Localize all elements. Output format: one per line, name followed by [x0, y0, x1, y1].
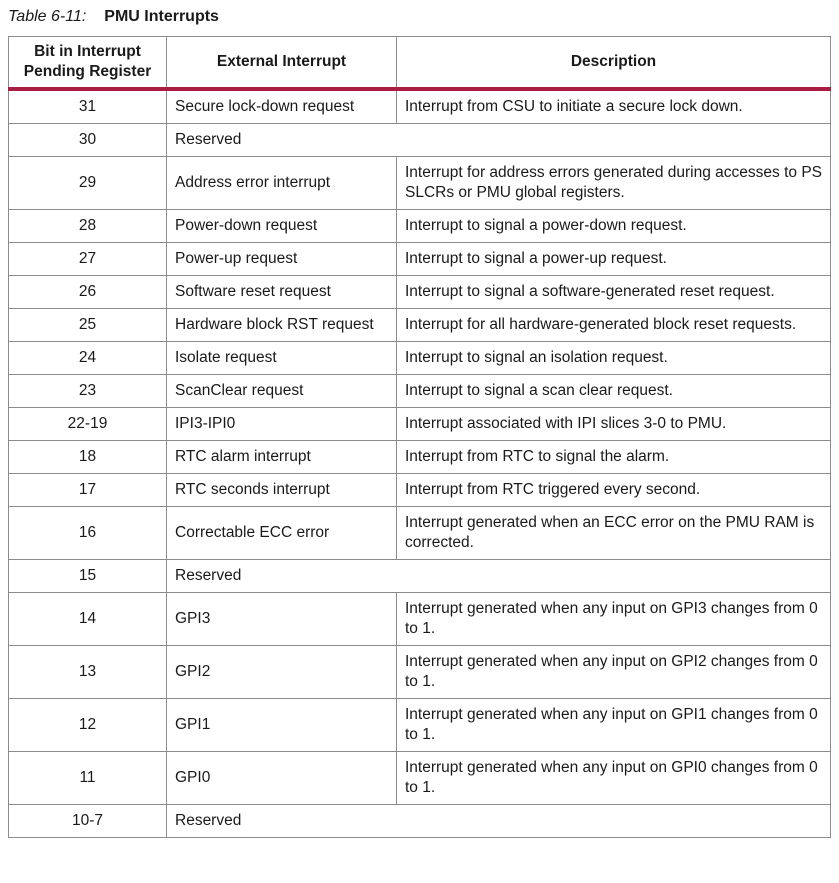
table-header: Bit in Interrupt Pending Register Extern…: [8, 36, 831, 91]
table-row: 31 Secure lock-down request Interrupt from…: [8, 88, 831, 124]
cell-external-interrupt: Isolate request: [166, 341, 397, 375]
cell-description: Interrupt generated when any input on GP…: [396, 592, 831, 646]
table-row: 30 Reserved: [8, 123, 831, 157]
table-row: 11 GPI0 Interrupt generated when any input…: [8, 751, 831, 805]
cell-external-interrupt: Reserved: [166, 123, 831, 157]
table-row: 16 Correctable ECC error Interrupt generat…: [8, 506, 831, 560]
cell-external-interrupt: IPI3-IPI0: [166, 407, 397, 441]
cell-description: Interrupt generated when any input on GP…: [396, 645, 831, 699]
cell-description: Interrupt associated with IPI slices 3-0…: [396, 407, 831, 441]
cell-bit: 14: [8, 592, 167, 646]
table-caption-title: PMU Interrupts: [104, 8, 219, 25]
table-row: 13 GPI2 Interrupt generated when any input…: [8, 645, 831, 699]
cell-bit: 11: [8, 751, 167, 805]
cell-external-interrupt: Secure lock-down request: [166, 88, 397, 124]
cell-description: Interrupt from RTC to signal the alarm.: [396, 440, 831, 474]
table-row: 22-19 IPI3-IPI0 Interrupt associated with …: [8, 407, 831, 441]
cell-description: Interrupt for all hardware-generated blo…: [396, 308, 831, 342]
cell-bit: 18: [8, 440, 167, 474]
pmu-interrupts-table: Bit in Interrupt Pending Register Extern…: [8, 36, 831, 838]
table-row: 23 ScanClear request Interrupt to signal a…: [8, 374, 831, 408]
table-row: 29 Address error interrupt Interrupt for a…: [8, 156, 831, 210]
cell-description: Interrupt generated when an ECC error on…: [396, 506, 831, 560]
cell-description: Interrupt from CSU to initiate a secure …: [396, 88, 831, 124]
cell-bit: 26: [8, 275, 167, 309]
cell-external-interrupt: Address error interrupt: [166, 156, 397, 210]
cell-description: Interrupt to signal a power-down request…: [396, 209, 831, 243]
cell-description: Interrupt to signal a software-generated…: [396, 275, 831, 309]
cell-bit: 27: [8, 242, 167, 276]
cell-bit: 15: [8, 559, 167, 593]
table-row: 27 Power-up request Interrupt to signal a …: [8, 242, 831, 276]
cell-bit: 16: [8, 506, 167, 560]
cell-bit: 24: [8, 341, 167, 375]
table-row: 12 GPI1 Interrupt generated when any input…: [8, 698, 831, 752]
cell-bit: 31: [8, 88, 167, 124]
cell-external-interrupt: Hardware block RST request: [166, 308, 397, 342]
cell-description: Interrupt to signal a scan clear request…: [396, 374, 831, 408]
table-body: 31 Secure lock-down request Interrupt from…: [8, 88, 831, 838]
table-row: 28 Power-down request Interrupt to signal …: [8, 209, 831, 243]
table-row: 24 Isolate request Interrupt to signal an …: [8, 341, 831, 375]
cell-external-interrupt: Power-up request: [166, 242, 397, 276]
cell-external-interrupt: Correctable ECC error: [166, 506, 397, 560]
cell-bit: 25: [8, 308, 167, 342]
cell-bit: 12: [8, 698, 167, 752]
table-row: 14 GPI3 Interrupt generated when any input…: [8, 592, 831, 646]
cell-external-interrupt: GPI0: [166, 751, 397, 805]
table-row: 10-7 Reserved: [8, 804, 831, 838]
cell-external-interrupt: RTC alarm interrupt: [166, 440, 397, 474]
cell-description: Interrupt to signal a power-up request.: [396, 242, 831, 276]
table-caption: Table 6-11: PMU Interrupts: [8, 8, 831, 26]
table-caption-label: Table 6-11:: [8, 8, 87, 25]
cell-external-interrupt: Power-down request: [166, 209, 397, 243]
cell-external-interrupt: GPI1: [166, 698, 397, 752]
cell-description: Interrupt from RTC triggered every secon…: [396, 473, 831, 507]
table-row: 25 Hardware block RST request Interrupt fo…: [8, 308, 831, 342]
cell-bit: 10-7: [8, 804, 167, 838]
cell-bit: 13: [8, 645, 167, 699]
cell-external-interrupt: GPI3: [166, 592, 397, 646]
header-description: Description: [396, 36, 831, 91]
header-external-interrupt: External Interrupt: [166, 36, 397, 91]
cell-description: Interrupt generated when any input on GP…: [396, 751, 831, 805]
cell-external-interrupt: Software reset request: [166, 275, 397, 309]
table-header-row: Bit in Interrupt Pending Register Extern…: [8, 36, 831, 91]
table-row: 26 Software reset request Interrupt to sig…: [8, 275, 831, 309]
cell-bit: 28: [8, 209, 167, 243]
cell-bit: 22-19: [8, 407, 167, 441]
cell-description: Interrupt generated when any input on GP…: [396, 698, 831, 752]
cell-bit: 29: [8, 156, 167, 210]
header-bit-in-interrupt-pending-register: Bit in Interrupt Pending Register: [8, 36, 167, 91]
cell-bit: 30: [8, 123, 167, 157]
table-row: 18 RTC alarm interrupt Interrupt from RTC …: [8, 440, 831, 474]
cell-description: Interrupt to signal an isolation request…: [396, 341, 831, 375]
table-row: 15 Reserved: [8, 559, 831, 593]
cell-external-interrupt: ScanClear request: [166, 374, 397, 408]
cell-external-interrupt: Reserved: [166, 559, 831, 593]
cell-description: Interrupt for address errors generated d…: [396, 156, 831, 210]
cell-external-interrupt: Reserved: [166, 804, 831, 838]
cell-external-interrupt: RTC seconds interrupt: [166, 473, 397, 507]
cell-external-interrupt: GPI2: [166, 645, 397, 699]
cell-bit: 23: [8, 374, 167, 408]
cell-bit: 17: [8, 473, 167, 507]
table-row: 17 RTC seconds interrupt Interrupt from RT…: [8, 473, 831, 507]
